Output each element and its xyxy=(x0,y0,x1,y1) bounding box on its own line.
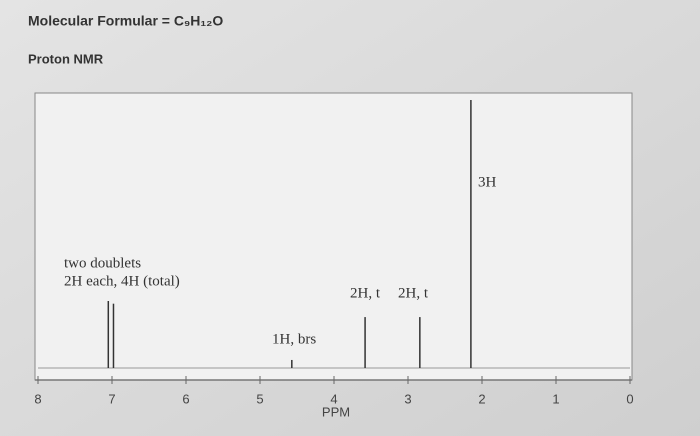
annotation: two doublets xyxy=(64,255,141,271)
annotation: 2H, t xyxy=(350,285,381,301)
annotation: 2H each, 4H (total) xyxy=(64,273,180,289)
x-tick-label: 6 xyxy=(182,391,189,406)
x-tick-label: 3 xyxy=(404,391,411,406)
x-tick-label: 8 xyxy=(34,391,41,406)
annotation: 3H xyxy=(478,174,497,190)
annotation: 1H, brs xyxy=(272,331,316,347)
x-tick-label: 0 xyxy=(626,391,633,406)
chart-title: Molecular Formular = C₉H₁₂O xyxy=(28,13,223,29)
x-tick-label: 2 xyxy=(478,391,485,406)
annotation: 2H, t xyxy=(398,285,429,301)
plot-frame xyxy=(34,92,633,381)
x-tick-label: 5 xyxy=(256,391,263,406)
x-tick-label: 1 xyxy=(552,391,559,406)
x-axis-label: PPM xyxy=(322,404,350,419)
x-tick-label: 7 xyxy=(108,391,115,406)
chart-subtitle: Proton NMR xyxy=(28,51,104,66)
x-tick-label: 4 xyxy=(330,391,337,406)
